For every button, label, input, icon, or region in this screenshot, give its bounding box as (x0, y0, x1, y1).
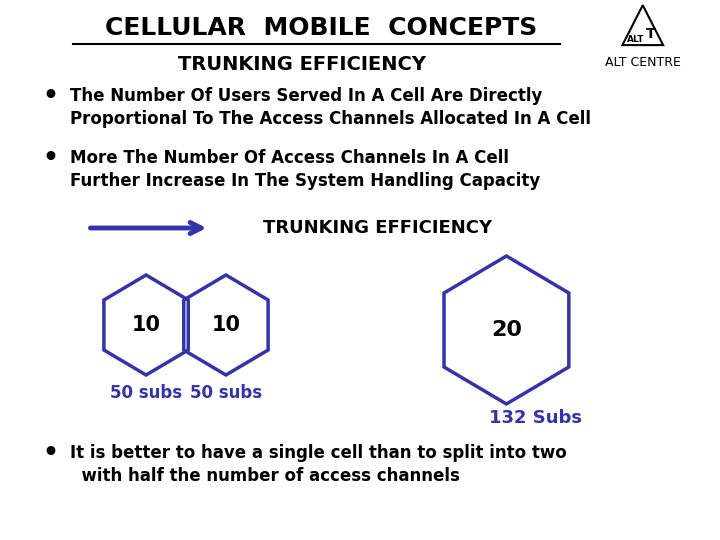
Text: 10: 10 (132, 315, 161, 335)
Text: with half the number of access channels: with half the number of access channels (70, 467, 460, 485)
Text: •: • (42, 84, 58, 108)
Text: T: T (646, 27, 655, 41)
Text: 10: 10 (212, 315, 240, 335)
Text: More The Number Of Access Channels In A Cell: More The Number Of Access Channels In A … (70, 149, 509, 167)
Text: TRUNKING EFFICIENCY: TRUNKING EFFICIENCY (178, 56, 426, 75)
Text: 50 subs: 50 subs (190, 384, 262, 402)
Text: 132 Subs: 132 Subs (489, 409, 582, 427)
Text: 20: 20 (491, 320, 522, 340)
Text: CELLULAR  MOBILE  CONCEPTS: CELLULAR MOBILE CONCEPTS (105, 16, 538, 40)
Text: Further Increase In The System Handling Capacity: Further Increase In The System Handling … (70, 172, 541, 190)
Text: •: • (42, 146, 58, 170)
Text: It is better to have a single cell than to split into two: It is better to have a single cell than … (70, 444, 567, 462)
Text: ALT CENTRE: ALT CENTRE (605, 56, 680, 69)
Text: Proportional To The Access Channels Allocated In A Cell: Proportional To The Access Channels Allo… (70, 110, 591, 128)
Text: •: • (42, 441, 58, 465)
Text: TRUNKING EFFICIENCY: TRUNKING EFFICIENCY (263, 219, 492, 237)
Text: 50 subs: 50 subs (110, 384, 182, 402)
Text: ALT: ALT (627, 36, 644, 44)
Text: The Number Of Users Served In A Cell Are Directly: The Number Of Users Served In A Cell Are… (70, 87, 542, 105)
